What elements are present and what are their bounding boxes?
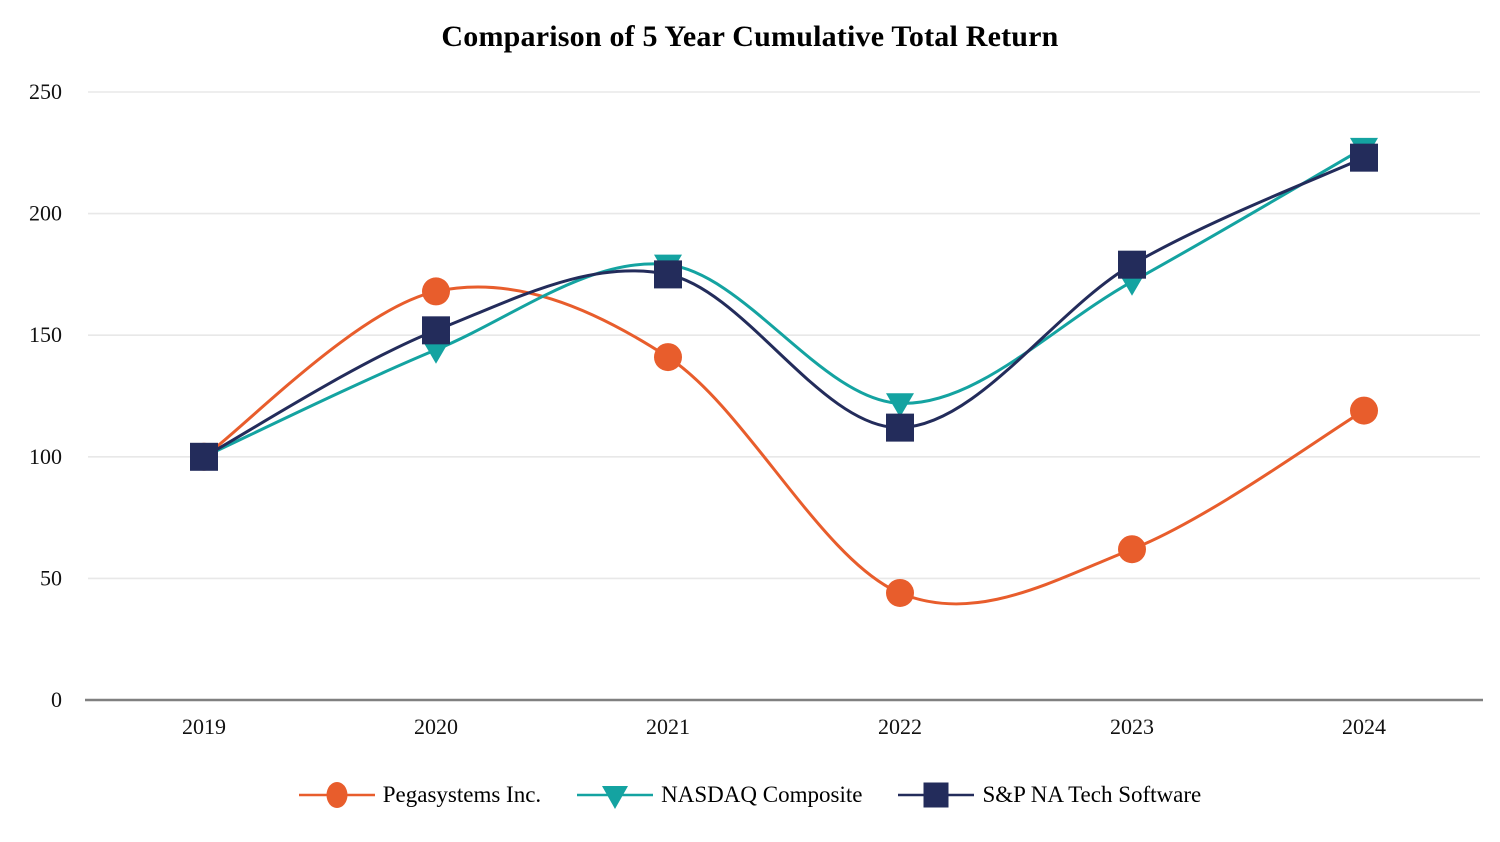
y-tick-label: 0	[51, 687, 62, 712]
legend: Pegasystems Inc. NASDAQ Composite S&P NA…	[0, 778, 1500, 812]
legend-square-marker	[923, 782, 949, 808]
legend-item-nasdaq: NASDAQ Composite	[577, 778, 862, 812]
y-tick-label: 150	[29, 322, 62, 347]
series-line-s-p-na-tech-software	[203, 156, 1365, 459]
x-tick-label: 2020	[414, 714, 458, 739]
legend-circle-marker	[326, 782, 348, 808]
y-tick-label: 250	[29, 79, 62, 104]
x-tick-label: 2021	[646, 714, 690, 739]
data-point-pegasystems-inc-	[1350, 396, 1378, 425]
legend-label-sp-na-tech: S&P NA Tech Software	[982, 782, 1202, 807]
legend-triangle-marker	[602, 786, 629, 809]
data-point-s-p-na-tech-software	[1118, 250, 1146, 279]
series-line-nasdaq-composite	[203, 146, 1365, 459]
x-tick-label: 2023	[1110, 714, 1154, 739]
data-point-s-p-na-tech-software	[1350, 143, 1378, 172]
y-tick-label: 100	[29, 444, 62, 469]
data-point-s-p-na-tech-software	[422, 316, 450, 345]
legend-label-nasdaq: NASDAQ Composite	[661, 782, 863, 807]
data-point-s-p-na-tech-software	[654, 260, 682, 289]
data-point-s-p-na-tech-software	[886, 413, 914, 442]
y-tick-label: 200	[29, 201, 62, 226]
x-tick-label: 2019	[182, 714, 226, 739]
chart-title: Comparison of 5 Year Cumulative Total Re…	[441, 20, 1059, 53]
series-line-pegasystems-inc-	[203, 285, 1365, 606]
data-point-pegasystems-inc-	[1118, 535, 1146, 564]
data-point-pegasystems-inc-	[886, 578, 914, 607]
x-tick-label: 2024	[1342, 714, 1386, 739]
data-point-pegasystems-inc-	[422, 277, 450, 306]
legend-item-pegasystems: Pegasystems Inc.	[298, 778, 542, 812]
x-tick-label: 2022	[878, 714, 922, 739]
triangle-down-marker-icon	[577, 786, 654, 809]
y-tick-label: 50	[40, 565, 62, 590]
data-point-nasdaq-composite	[886, 393, 914, 418]
square-marker-icon	[898, 782, 975, 808]
data-point-pegasystems-inc-	[654, 343, 682, 372]
legend-item-sp-na-tech: S&P NA Tech Software	[898, 778, 1201, 812]
legend-label-pegasystems: Pegasystems Inc.	[382, 782, 542, 807]
data-point-s-p-na-tech-software	[190, 442, 218, 471]
data-point-nasdaq-composite	[422, 339, 450, 364]
plot-area: 0 50 100 150 200 250 2019 2020 2021 2022 2023 2024	[29, 79, 1483, 739]
circle-marker-icon	[298, 782, 375, 808]
